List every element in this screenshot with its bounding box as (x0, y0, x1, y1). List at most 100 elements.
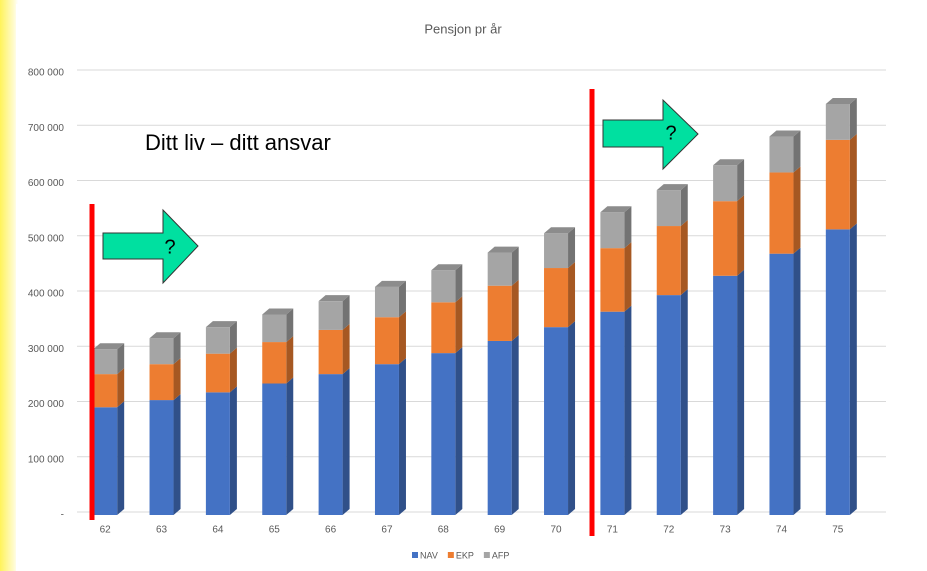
bar-segment (149, 338, 174, 365)
bar-segment (431, 270, 456, 303)
bar-side (455, 296, 463, 354)
bar-side (793, 166, 801, 254)
bar-side (568, 321, 576, 515)
y-tick-label: 800 000 (28, 68, 65, 79)
bar-side (737, 195, 745, 276)
bar-segment (93, 407, 118, 515)
bar-side (680, 220, 688, 296)
bar-segment (825, 103, 850, 140)
annotation: ? (164, 236, 175, 258)
bar-segment (149, 364, 174, 401)
bar-side (398, 311, 406, 365)
bar-segment (769, 253, 794, 516)
bar-top (600, 206, 632, 213)
bar-segment (205, 392, 230, 515)
bar-segment (262, 314, 287, 343)
bar-segment (656, 226, 681, 296)
bar-segment (431, 302, 456, 354)
bar-side (624, 206, 632, 249)
bar-segment (374, 286, 399, 318)
bar-side (398, 280, 406, 318)
bar-side (793, 247, 801, 516)
x-tick-label: 71 (607, 525, 619, 536)
x-tick-label: 63 (156, 525, 168, 536)
bar-side (342, 323, 350, 375)
bar-top (487, 246, 519, 253)
bar-side (173, 358, 181, 401)
bar-top (318, 295, 350, 302)
bar-segment (544, 268, 569, 328)
bar-side (229, 347, 237, 393)
bar-segment (205, 327, 230, 354)
bar-segment (262, 342, 287, 384)
bar-segment (600, 212, 625, 249)
bar-side (117, 401, 125, 515)
bar-segment (600, 311, 625, 515)
plot: - 100 000 200 000 300 000 400 000 500 000 600 … (28, 68, 886, 536)
x-tick-label: 74 (776, 525, 788, 536)
chart-title: Pensjon pr år (424, 21, 502, 36)
bar-top (205, 321, 237, 328)
bar-top (825, 97, 857, 104)
bar-side (286, 336, 294, 384)
bar-side (680, 289, 688, 515)
bar-side (286, 377, 294, 515)
bar-segment (656, 190, 681, 227)
arrow (102, 208, 199, 285)
y-tick-label: - (61, 510, 64, 521)
x-tick-label: 72 (663, 525, 675, 536)
bar-segment (825, 139, 850, 230)
bar-side (117, 368, 125, 408)
y-tick-label: 700 000 (28, 123, 65, 134)
bar-top (149, 332, 181, 339)
y-tick-label: 600 000 (28, 178, 65, 189)
y-tick-label: 300 000 (28, 344, 65, 355)
bar-side (511, 334, 519, 515)
bar-segment (769, 172, 794, 254)
x-tick-label: 65 (269, 525, 281, 536)
bar-top (374, 280, 406, 287)
legend-swatch (412, 552, 418, 558)
bar-top (769, 130, 801, 137)
bar-side (680, 184, 688, 227)
bar-segment (487, 340, 512, 515)
bar-top (262, 308, 294, 315)
bar-segment (374, 364, 399, 515)
legend-label: AFP (492, 550, 510, 560)
bar-segment (825, 229, 850, 516)
bar-side (568, 262, 576, 328)
bar-segment (544, 233, 569, 269)
bar-segment (431, 353, 456, 515)
bar-side (793, 130, 801, 173)
bar-side (342, 295, 350, 330)
x-tick-label: 66 (325, 525, 337, 536)
bar-segment (487, 285, 512, 341)
bar-side (173, 394, 181, 515)
bar-segment (93, 349, 118, 375)
x-tick-label: 75 (832, 525, 844, 536)
bar-side (398, 358, 406, 515)
bar-segment (656, 295, 681, 515)
y-tick-label: 500 000 (28, 233, 65, 244)
x-tick-label: 68 (438, 525, 450, 536)
bar-side (229, 386, 237, 515)
bar-side (849, 97, 857, 140)
bar-segment (769, 136, 794, 173)
y-tick-label: 200 000 (28, 399, 65, 410)
bar-segment (318, 329, 343, 375)
bar-side (286, 308, 294, 343)
bar-segment (93, 374, 118, 408)
bar-top (431, 264, 463, 271)
y-tick-label: 100 000 (28, 454, 65, 465)
bar-segment (318, 301, 343, 330)
bar-segment (544, 327, 569, 515)
bar-side (117, 343, 125, 375)
bar-segment (149, 400, 174, 515)
bar-side (511, 279, 519, 341)
bar-side (849, 133, 857, 230)
bar-side (229, 321, 237, 354)
bar-segment (600, 248, 625, 312)
legend-swatch (483, 552, 490, 558)
